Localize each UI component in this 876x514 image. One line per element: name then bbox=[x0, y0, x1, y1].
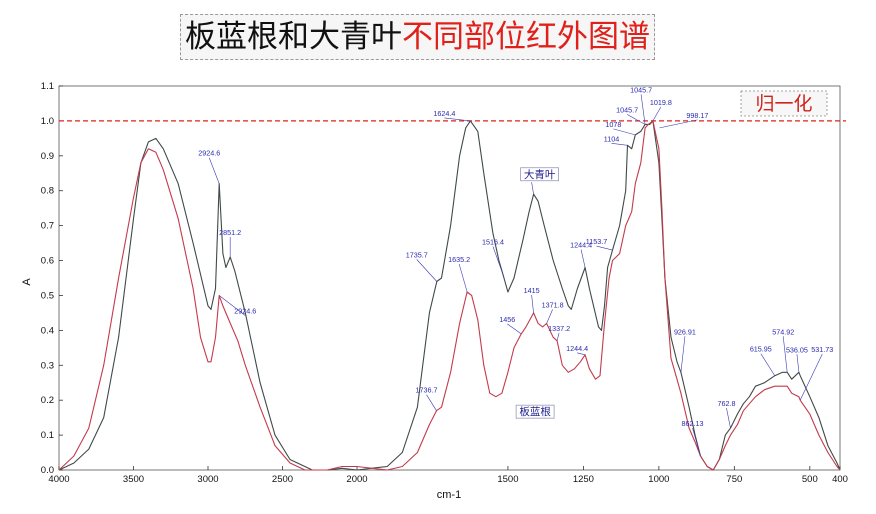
series-line-1 bbox=[58, 120, 841, 471]
x-axis-label: cm-1 bbox=[437, 489, 461, 501]
peak-label: 762.8 bbox=[717, 399, 735, 408]
peak-label: 1337.2 bbox=[548, 324, 570, 333]
peak-label: 1104 bbox=[604, 134, 619, 143]
x-tick-label: 500 bbox=[802, 474, 818, 485]
normalization-label-box bbox=[740, 90, 828, 117]
series-label: 板蓝根 bbox=[519, 405, 551, 418]
peak-label: 2924.6 bbox=[198, 149, 220, 158]
peak-leader-line bbox=[426, 394, 437, 411]
peak-label: 1635.2 bbox=[448, 255, 470, 264]
peak-leader-line bbox=[796, 354, 800, 373]
y-tick-label: 0.4 bbox=[41, 325, 54, 336]
x-tick-label: 750 bbox=[726, 474, 742, 485]
normalization-label: 归一化 bbox=[755, 93, 812, 115]
plot-frame bbox=[58, 85, 841, 471]
peak-leader-line bbox=[208, 157, 220, 184]
peak-leader-line bbox=[416, 259, 438, 282]
chart-title: 板蓝根和大青叶 不同部位红外图谱 bbox=[180, 14, 655, 60]
peak-label: 1735.7 bbox=[406, 250, 428, 259]
chart-title-black: 板蓝根和大青叶 bbox=[185, 19, 402, 54]
peak-label: 926.91 bbox=[674, 327, 696, 336]
y-tick-label: 0.3 bbox=[41, 360, 54, 371]
peak-leader-line bbox=[492, 246, 504, 275]
y-tick-label: 1.0 bbox=[41, 116, 54, 127]
peak-label: 1624.4 bbox=[433, 109, 455, 118]
y-tick-label: 1.1 bbox=[41, 81, 54, 92]
peak-label: 2851.2 bbox=[219, 228, 241, 237]
y-tick-label: 0.0 bbox=[41, 465, 54, 476]
series-label: 大青叶 bbox=[524, 168, 556, 181]
peak-label: 1153.7 bbox=[586, 237, 607, 246]
peak-leader-line bbox=[444, 117, 471, 122]
peak-leader-line bbox=[458, 263, 468, 293]
peak-label: 1516.4 bbox=[482, 238, 504, 247]
peak-label: 531.73 bbox=[811, 345, 833, 354]
peak-leader-line bbox=[799, 354, 823, 401]
x-tick-label: 2500 bbox=[272, 474, 293, 485]
peak-label: 1371.8 bbox=[542, 300, 564, 309]
chart-title-red: 不同部位红外图谱 bbox=[402, 19, 650, 54]
peak-label: 1045.7 bbox=[616, 105, 638, 114]
peak-leader-line bbox=[531, 294, 534, 313]
peak-label: 615.95 bbox=[750, 345, 772, 354]
peak-label: 1456 bbox=[499, 315, 515, 324]
peak-label: 862.13 bbox=[682, 419, 704, 428]
peak-leader-line bbox=[580, 249, 586, 268]
peak-label: 1415 bbox=[524, 286, 540, 295]
peak-leader-line bbox=[652, 106, 662, 122]
peak-annotations: 2924.6 2851.2 2924.6 1735.7 1624.4 1516.4 1415… bbox=[198, 85, 833, 457]
x-tick-label: 1000 bbox=[648, 474, 669, 485]
x-tick-label: 1250 bbox=[573, 474, 594, 485]
peak-leader-line bbox=[546, 309, 553, 324]
peak-leader-line bbox=[596, 245, 613, 251]
y-axis-label: A bbox=[21, 278, 33, 286]
x-tick-label: 400 bbox=[832, 474, 848, 485]
y-tick-label: 0.6 bbox=[41, 256, 54, 267]
y-tick-label: 0.8 bbox=[41, 186, 54, 197]
peak-leader-line bbox=[556, 332, 560, 341]
y-tick-label: 0.1 bbox=[41, 430, 54, 441]
peak-label: 1736.7 bbox=[415, 386, 437, 395]
peak-leader-line bbox=[611, 143, 628, 146]
peak-leader-line bbox=[626, 114, 646, 125]
peak-leader-line bbox=[640, 94, 646, 125]
peak-label: 1244.4 bbox=[566, 344, 588, 353]
peak-leader-line bbox=[726, 408, 731, 429]
x-tick-label: 2000 bbox=[346, 474, 367, 485]
series-label-box bbox=[520, 167, 559, 182]
x-tick-label: 3500 bbox=[123, 474, 144, 485]
y-tick-label: 0.2 bbox=[41, 395, 54, 406]
peak-label: 536.05 bbox=[786, 345, 808, 354]
peak-label: 574.92 bbox=[772, 327, 794, 336]
y-tick-label: 0.7 bbox=[41, 221, 54, 232]
peak-label: 998.17 bbox=[686, 111, 708, 120]
peak-leader-line bbox=[219, 295, 246, 316]
peak-leader-line bbox=[692, 427, 701, 457]
peak-leader-line bbox=[531, 182, 534, 195]
peak-leader-line bbox=[577, 352, 586, 356]
x-tick-label: 1500 bbox=[497, 474, 518, 485]
y-tick-label: 0.5 bbox=[41, 290, 54, 301]
y-tick-label: 0.9 bbox=[41, 151, 54, 162]
x-tick-label: 3000 bbox=[197, 474, 218, 485]
peak-leader-line bbox=[760, 353, 776, 376]
peak-leader-line bbox=[782, 336, 788, 373]
peak-label: 1045.7 bbox=[630, 85, 652, 94]
series-lines bbox=[58, 120, 841, 471]
peak-label: 1244.4 bbox=[570, 241, 592, 250]
peak-label: 2924.6 bbox=[234, 306, 256, 315]
peak-leader-line bbox=[680, 336, 686, 373]
x-tick-label: 4000 bbox=[48, 474, 69, 485]
normalization-line-group: 归一化 bbox=[59, 90, 846, 122]
peak-label: 1019.8 bbox=[650, 98, 672, 107]
axes: 0.0 0.1 0.2 0.3 0.4 0.5 0.6 0.7 0.8 0.9 1.0 1.1 4000… bbox=[41, 81, 848, 485]
peak-leader-line bbox=[507, 323, 522, 335]
peak-leader-line bbox=[659, 119, 698, 129]
series-label-box bbox=[515, 404, 555, 419]
peak-leader-line bbox=[613, 128, 636, 136]
peak-label: 1078 bbox=[605, 120, 621, 129]
series-line-2 bbox=[58, 120, 841, 471]
